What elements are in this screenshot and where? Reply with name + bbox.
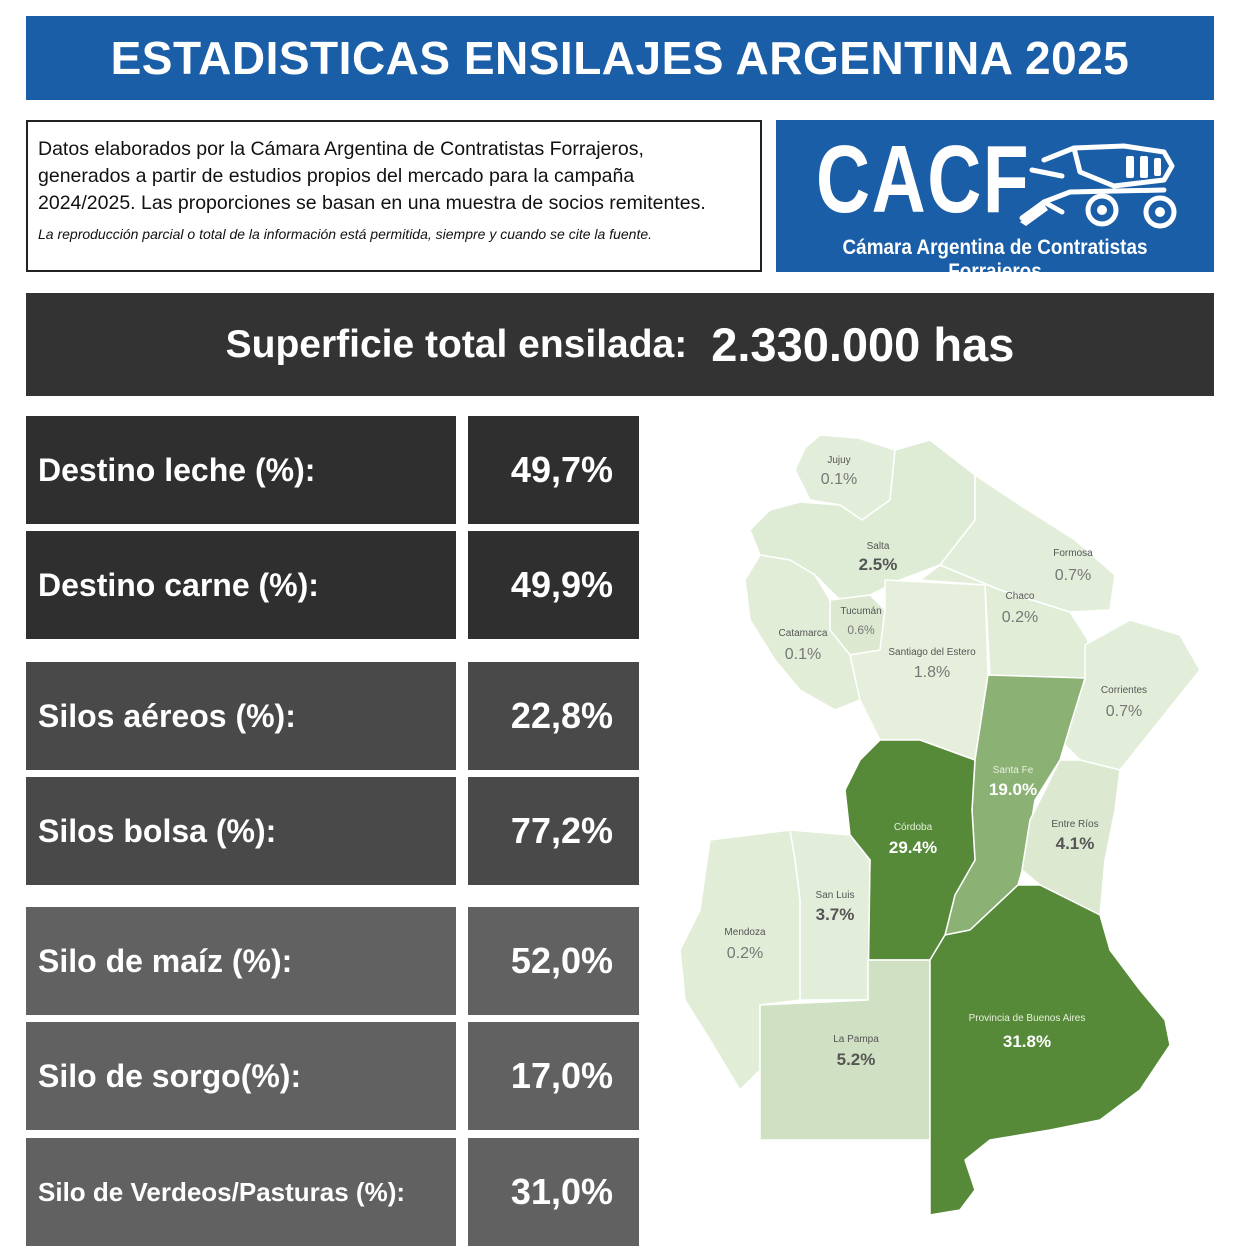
info-note: La reproducción parcial o total de la in… <box>38 226 653 242</box>
map-label-san-luis-name: San Luis <box>816 890 855 901</box>
stat-label-silos-bolsa: Silos bolsa (%): <box>26 777 456 885</box>
map-label-entre-rios-value: 4.1% <box>1056 834 1095 853</box>
total-surface-value: 2.330.000 has <box>711 318 1015 371</box>
logo-subtitle: Cámara Argentina de Contratistas Forraje… <box>842 236 1148 283</box>
total-surface-label: Superficie total ensilada: <box>225 322 688 366</box>
map-label-mendoza-value: 0.2% <box>727 945 763 962</box>
stat-value-destino-leche: 49,7% <box>468 416 639 524</box>
info-line-2: generados a partir de estudios propios d… <box>38 165 635 187</box>
stat-label-silo-verdeos: Silo de Verdeos/Pasturas (%): <box>26 1138 456 1246</box>
stat-value-silos-bolsa: 77,2% <box>468 777 639 885</box>
map-label-corrientes-name: Corrientes <box>1101 685 1147 696</box>
stat-value-silo-verdeos: 31,0% <box>468 1138 639 1246</box>
map-label-tucuman-value: 0.6% <box>847 623 875 637</box>
province-buenos-aires <box>929 884 1171 1216</box>
cacf-logo: CACF Cámara Argentina de Contratistas Fo… <box>776 120 1214 283</box>
map-label-jujuy-name: Jujuy <box>827 455 850 466</box>
map-label-buenos-aires-name: Provincia de Buenos Aires <box>969 1013 1086 1024</box>
map-label-tucuman-name: Tucumán <box>840 606 881 617</box>
stat-label-silos-aereos: Silos aéreos (%): <box>26 662 456 770</box>
total-surface-banner: Superficie total ensilada: 2.330.000 has <box>26 293 1214 396</box>
stat-value-destino-carne: 49,9% <box>468 531 639 639</box>
map-label-catamarca-name: Catamarca <box>779 628 828 639</box>
map-label-santiago-name: Santiago del Estero <box>888 647 976 658</box>
info-text: Datos elaborados por la Cámara Argentina… <box>38 136 750 217</box>
map-label-la-pampa-value: 5.2% <box>837 1050 876 1069</box>
map-label-santiago-value: 1.8% <box>914 664 950 681</box>
map-label-salta-value: 2.5% <box>859 555 898 574</box>
stat-label-silo-maiz: Silo de maíz (%): <box>26 907 456 1015</box>
map-label-cordoba-name: Córdoba <box>894 822 933 833</box>
info-line-3: 2024/2025. Las proporciones se basan en … <box>38 192 706 214</box>
map-label-mendoza-name: Mendoza <box>724 927 766 938</box>
map-label-catamarca-value: 0.1% <box>785 646 821 663</box>
stat-label-destino-carne: Destino carne (%): <box>26 531 456 639</box>
info-box: Datos elaborados por la Cámara Argentina… <box>26 120 762 272</box>
stat-value-silos-aereos: 22,8% <box>468 662 639 770</box>
stat-label-silo-sorgo: Silo de sorgo(%): <box>26 1022 456 1130</box>
province-map: Jujuy 0.1% Salta 2.5% Formosa 0.7% Chaco… <box>676 420 1206 1240</box>
map-label-buenos-aires-value: 31.8% <box>1003 1032 1051 1051</box>
info-line-1: Datos elaborados por la Cámara Argentina… <box>38 138 644 160</box>
harvester-icon <box>1019 143 1177 229</box>
map-label-entre-rios-name: Entre Ríos <box>1051 819 1098 830</box>
map-label-la-pampa-name: La Pampa <box>833 1034 879 1045</box>
province-formosa <box>939 474 1116 613</box>
map-label-chaco-name: Chaco <box>1006 591 1035 602</box>
stat-label-destino-leche: Destino leche (%): <box>26 416 456 524</box>
stat-value-silo-sorgo: 17,0% <box>468 1022 639 1130</box>
stat-value-silo-maiz: 52,0% <box>468 907 639 1015</box>
map-label-san-luis-value: 3.7% <box>816 905 855 924</box>
page-title: ESTADISTICAS ENSILAJES ARGENTINA 2025 <box>26 16 1214 100</box>
map-label-formosa-value: 0.7% <box>1055 567 1091 584</box>
map-label-chaco-value: 0.2% <box>1002 609 1038 626</box>
map-label-santa-fe-name: Santa Fe <box>993 765 1034 776</box>
province-map-svg: Jujuy 0.1% Salta 2.5% Formosa 0.7% Chaco… <box>679 434 1201 1216</box>
logo-acronym: CACF <box>816 126 1031 233</box>
map-label-corrientes-value: 0.7% <box>1106 703 1142 720</box>
map-label-jujuy-value: 0.1% <box>821 471 857 488</box>
map-label-santa-fe-value: 19.0% <box>989 780 1037 799</box>
map-label-salta-name: Salta <box>867 541 890 552</box>
map-label-formosa-name: Formosa <box>1053 548 1093 559</box>
map-label-cordoba-value: 29.4% <box>889 838 937 857</box>
